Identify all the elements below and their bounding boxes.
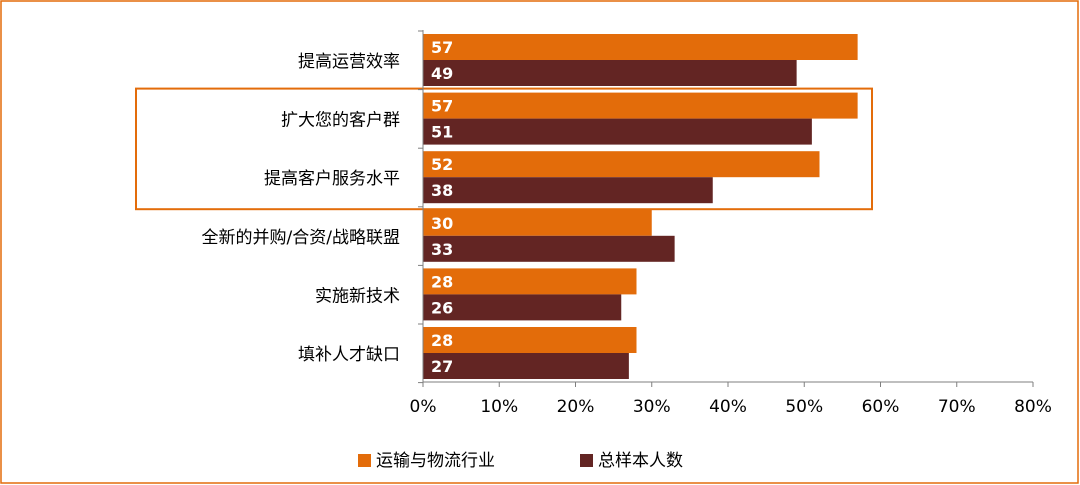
bar-value-total-2: 38	[431, 181, 453, 200]
legend-swatch-0	[358, 454, 371, 467]
bar-value-total-3: 33	[431, 240, 453, 259]
bar-industry-2	[423, 151, 820, 178]
category-label-0: 提高运营效率	[298, 52, 400, 72]
bar-value-industry-2: 52	[431, 155, 453, 174]
x-tick-label-6: 60%	[862, 397, 900, 417]
x-tick-label-1: 10%	[480, 397, 518, 417]
bar-industry-1	[423, 92, 858, 119]
bar-total-5	[423, 353, 629, 379]
x-tick-label-4: 40%	[709, 397, 747, 417]
bar-industry-5	[423, 327, 637, 353]
bar-total-0	[423, 60, 797, 86]
bar-total-3	[423, 235, 675, 262]
x-tick-label-0: 0%	[410, 397, 437, 417]
legend-label-1: 总样本人数	[598, 451, 683, 471]
bar-value-industry-4: 28	[431, 272, 453, 291]
highlight-box	[135, 87, 873, 211]
x-tick-label-3: 30%	[633, 397, 671, 417]
bar-value-total-5: 27	[431, 357, 453, 376]
category-label-3: 全新的并购/合资/战略联盟	[202, 228, 400, 248]
x-tick-label-5: 50%	[785, 397, 823, 417]
bar-value-industry-1: 57	[431, 97, 453, 116]
x-tick-label-2: 20%	[557, 397, 595, 417]
legend-swatch-1	[580, 454, 593, 467]
legend-label-0: 运输与物流行业	[376, 451, 495, 471]
bar-industry-0	[423, 34, 858, 60]
bar-industry-3	[423, 209, 652, 236]
x-tick-label-8: 80%	[1014, 397, 1052, 417]
bar-value-total-0: 49	[431, 64, 453, 83]
bar-value-industry-5: 28	[431, 331, 453, 350]
bar-total-4	[423, 294, 622, 321]
category-label-4: 实施新技术	[315, 286, 400, 306]
category-label-1: 扩大您的客户群	[281, 111, 400, 131]
x-tick-label-7: 70%	[938, 397, 976, 417]
bar-total-2	[423, 177, 713, 204]
bar-value-industry-0: 57	[431, 38, 453, 57]
bar-total-1	[423, 118, 812, 145]
bar-value-total-4: 26	[431, 298, 453, 317]
bar-value-industry-3: 30	[431, 214, 453, 233]
category-label-5: 填补人才缺口	[298, 345, 400, 365]
category-label-2: 提高客户服务水平	[264, 169, 400, 189]
bar-value-total-1: 51	[431, 123, 453, 142]
bar-industry-4	[423, 268, 637, 295]
